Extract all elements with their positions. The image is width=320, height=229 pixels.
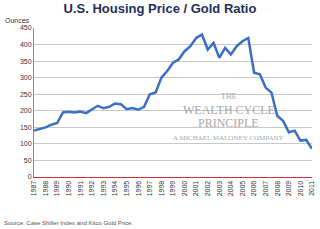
svg-text:50: 50 [24,157,32,164]
svg-text:200: 200 [20,107,32,114]
svg-text:Source: Case Shiller Index and: Source: Case Shiller Index and Kitco Gol… [4,220,133,226]
svg-text:2008: 2008 [274,181,281,197]
svg-text:PRINCIPLE: PRINCIPLE [198,116,259,130]
svg-text:2002: 2002 [204,181,211,197]
svg-text:1996: 1996 [135,181,142,197]
svg-text:Ounces: Ounces [5,17,30,24]
svg-text:2006: 2006 [250,181,257,197]
svg-text:1990: 1990 [65,181,72,197]
svg-text:2000: 2000 [181,181,188,197]
svg-text:150: 150 [20,124,32,131]
svg-text:1995: 1995 [123,181,130,197]
svg-text:1994: 1994 [111,181,118,197]
svg-text:0: 0 [28,173,32,180]
svg-text:1992: 1992 [88,181,95,197]
svg-text:350: 350 [20,58,32,65]
svg-text:1993: 1993 [100,181,107,197]
svg-text:1988: 1988 [42,181,49,197]
svg-text:A MICHAEL MALONEY COMPANY: A MICHAEL MALONEY COMPANY [173,134,284,142]
svg-text:400: 400 [20,41,32,48]
svg-text:2009: 2009 [285,181,292,197]
svg-text:2004: 2004 [227,181,234,197]
svg-text:WEALTH CYCLE: WEALTH CYCLE [183,103,275,117]
svg-text:450: 450 [20,24,32,31]
svg-text:1997: 1997 [146,181,153,197]
svg-text:2007: 2007 [262,181,269,197]
svg-text:2011: 2011 [308,181,315,196]
svg-text:1998: 1998 [158,181,165,197]
svg-text:1987: 1987 [30,181,37,197]
svg-text:1989: 1989 [53,181,60,197]
svg-text:2003: 2003 [216,181,223,197]
svg-text:300: 300 [20,74,32,81]
svg-text:U.S. Housing Price / Gold Rati: U.S. Housing Price / Gold Ratio [64,1,257,16]
svg-text:2001: 2001 [192,181,199,197]
svg-text:250: 250 [20,91,32,98]
svg-text:THE: THE [221,92,237,101]
svg-text:1991: 1991 [77,181,84,197]
svg-text:2005: 2005 [239,181,246,197]
svg-text:2010: 2010 [297,181,304,197]
svg-text:100: 100 [20,140,32,147]
svg-text:1999: 1999 [169,181,176,197]
